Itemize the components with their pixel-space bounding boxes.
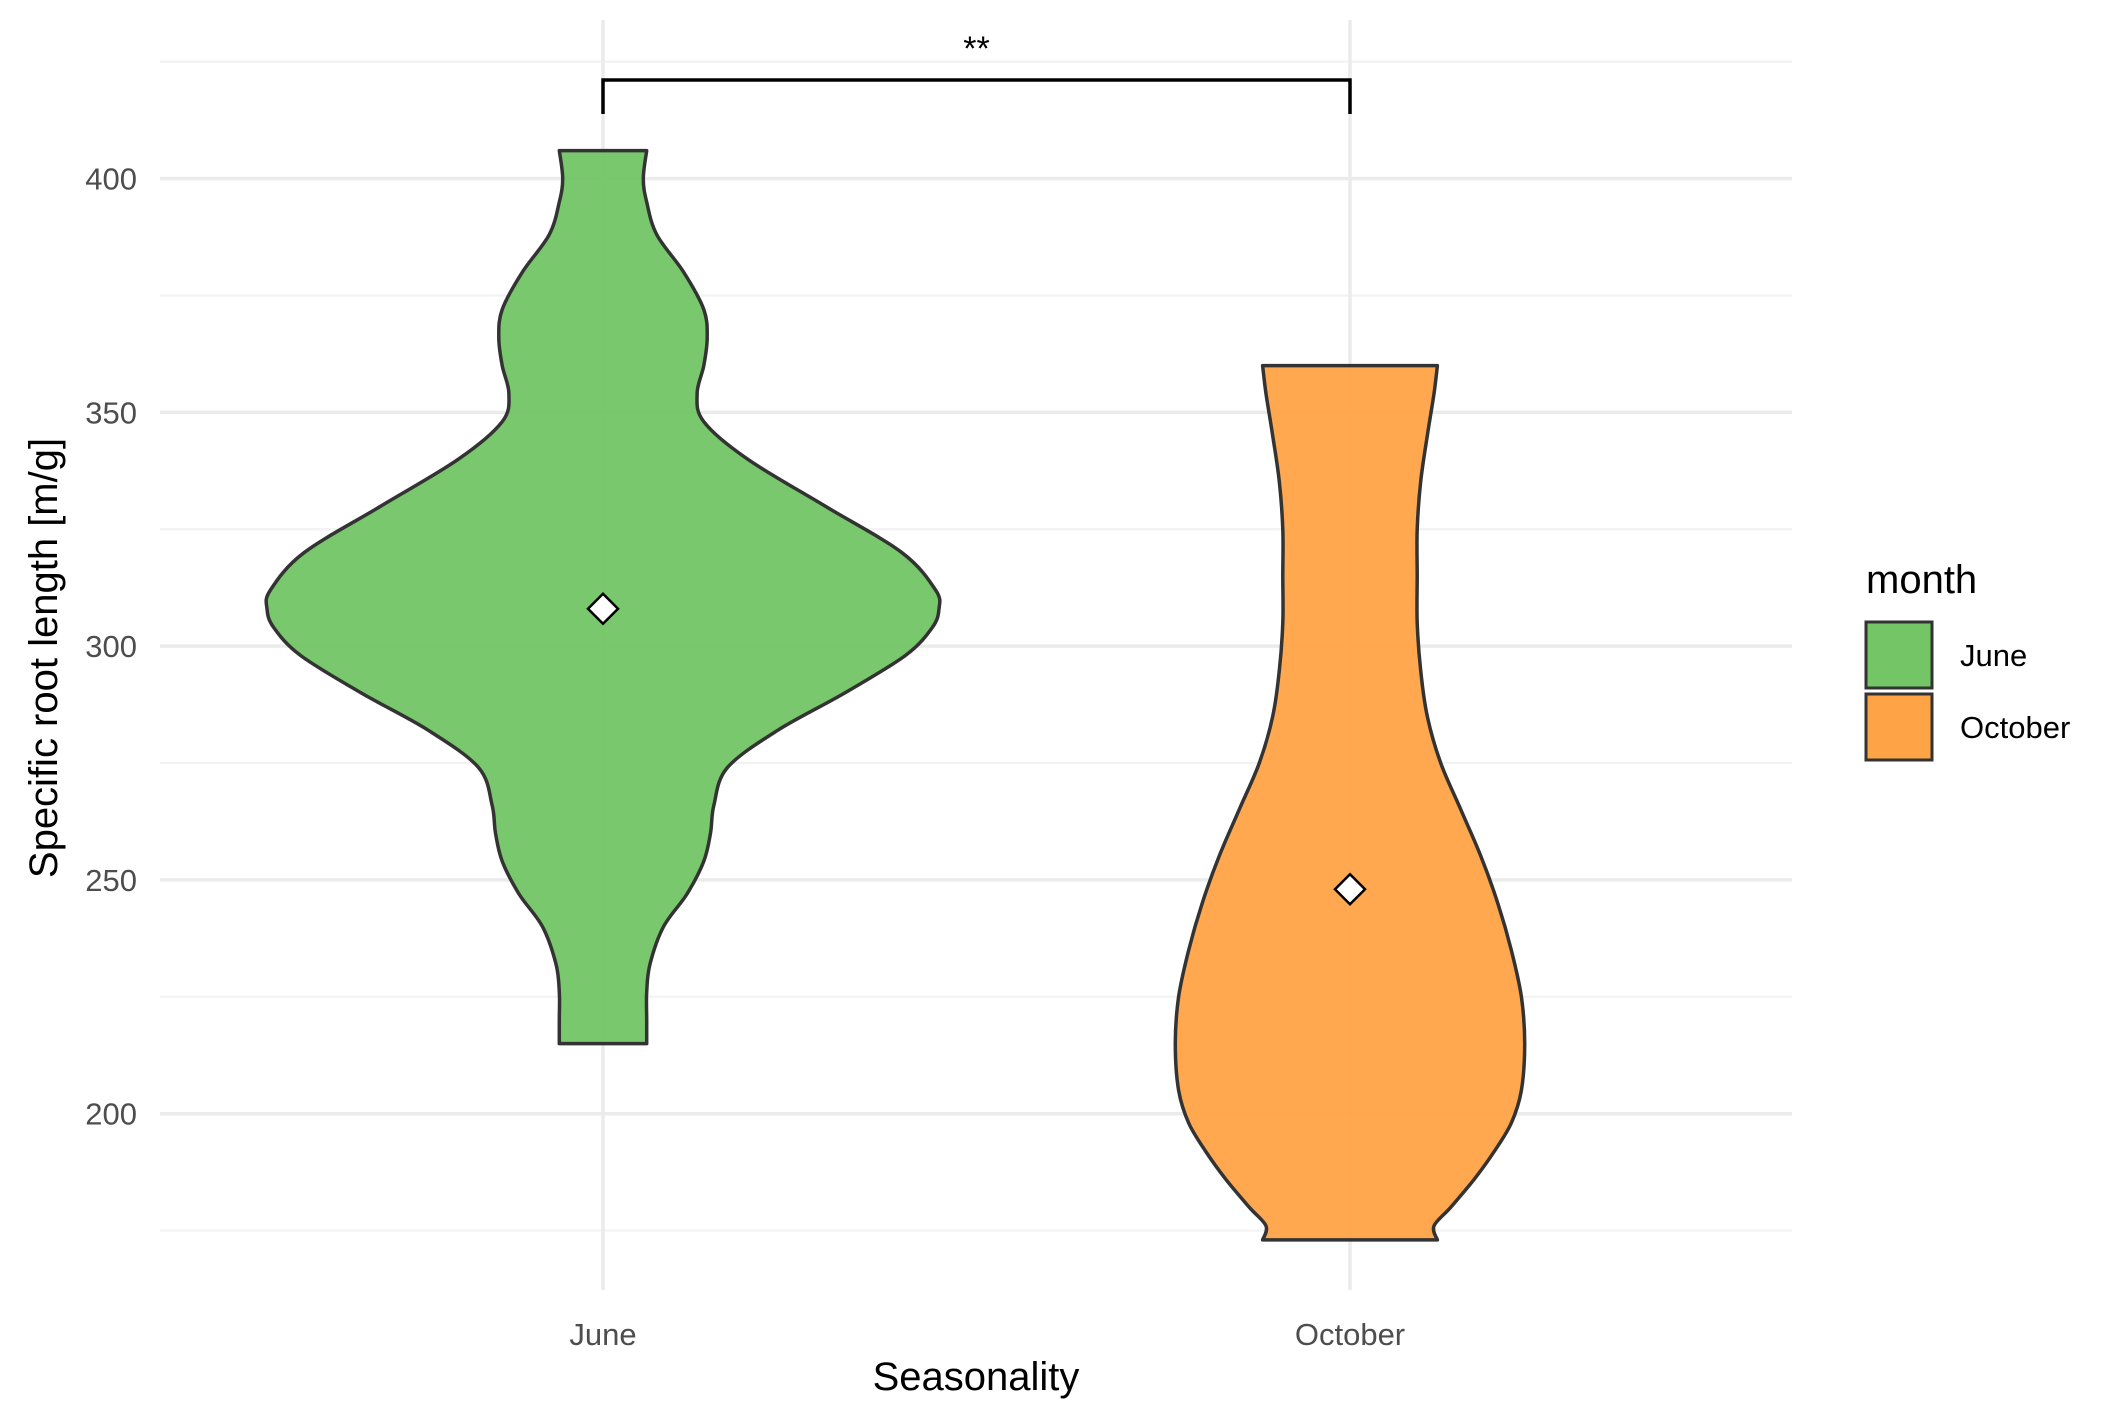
y-tick-label: 250 xyxy=(85,863,137,898)
legend-label-june: June xyxy=(1960,638,2027,673)
legend-entries: June October xyxy=(1864,620,2070,762)
x-axis-ticks: June October xyxy=(569,1317,1405,1352)
significance-bracket-line xyxy=(601,78,1352,114)
x-tick-label: October xyxy=(1295,1317,1405,1352)
legend: month June October xyxy=(1864,558,2070,762)
mean-marker-october xyxy=(1333,872,1367,907)
legend-label-october: October xyxy=(1960,710,2070,745)
violin-october xyxy=(1173,363,1527,1242)
legend-swatch-october xyxy=(1864,692,1934,762)
significance-bracket: ** xyxy=(601,30,1352,114)
y-tick-label: 300 xyxy=(85,629,137,664)
mean-marker-june xyxy=(586,591,620,626)
x-tick-label: June xyxy=(569,1317,636,1352)
y-axis-ticks: 200 250 300 350 400 xyxy=(85,162,137,1132)
y-axis-title: Specific root length [m/g] xyxy=(22,438,66,878)
x-axis-title: Seasonality xyxy=(873,1355,1080,1399)
legend-swatch-june xyxy=(1864,620,1934,690)
significance-label: ** xyxy=(963,30,989,68)
legend-title: month xyxy=(1866,558,1977,602)
y-tick-label: 400 xyxy=(85,162,137,197)
mean-markers xyxy=(586,591,1367,907)
y-tick-label: 350 xyxy=(85,395,137,430)
y-tick-label: 200 xyxy=(85,1097,137,1132)
